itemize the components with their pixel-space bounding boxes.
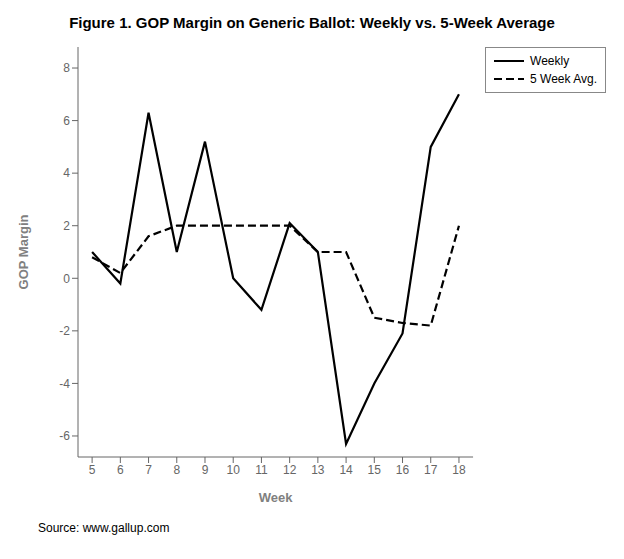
svg-text:0: 0 xyxy=(63,272,70,286)
svg-text:5: 5 xyxy=(89,463,96,477)
svg-text:6: 6 xyxy=(63,114,70,128)
html-text:5 Week Avg.: 5 Week Avg. xyxy=(530,72,597,86)
svg-text:Week: Week xyxy=(259,490,293,505)
svg-text:8: 8 xyxy=(63,61,70,75)
svg-text:7: 7 xyxy=(145,463,152,477)
svg-text:2: 2 xyxy=(63,219,70,233)
svg-text:-2: -2 xyxy=(59,324,70,338)
svg-text:GOP Margin: GOP Margin xyxy=(16,215,31,290)
html-text:Weekly: Weekly xyxy=(530,54,570,68)
svg-text:12: 12 xyxy=(283,463,297,477)
svg-text:17: 17 xyxy=(424,463,438,477)
svg-text:13: 13 xyxy=(311,463,325,477)
svg-text:-4: -4 xyxy=(59,377,70,391)
html-text:Figure 1. GOP Margin on Generi: Figure 1. GOP Margin on Generic Ballot: … xyxy=(69,14,555,31)
svg-text:14: 14 xyxy=(339,463,353,477)
svg-text:9: 9 xyxy=(202,463,209,477)
svg-text:4: 4 xyxy=(63,166,70,180)
svg-text:15: 15 xyxy=(368,463,382,477)
svg-text:8: 8 xyxy=(173,463,180,477)
svg-text:10: 10 xyxy=(227,463,241,477)
svg-text:-6: -6 xyxy=(59,429,70,443)
svg-text:16: 16 xyxy=(396,463,410,477)
svg-text:11: 11 xyxy=(255,463,268,477)
html-text:Source: www.gallup.com: Source: www.gallup.com xyxy=(38,521,170,535)
svg-text:18: 18 xyxy=(452,463,466,477)
svg-text:6: 6 xyxy=(117,463,124,477)
